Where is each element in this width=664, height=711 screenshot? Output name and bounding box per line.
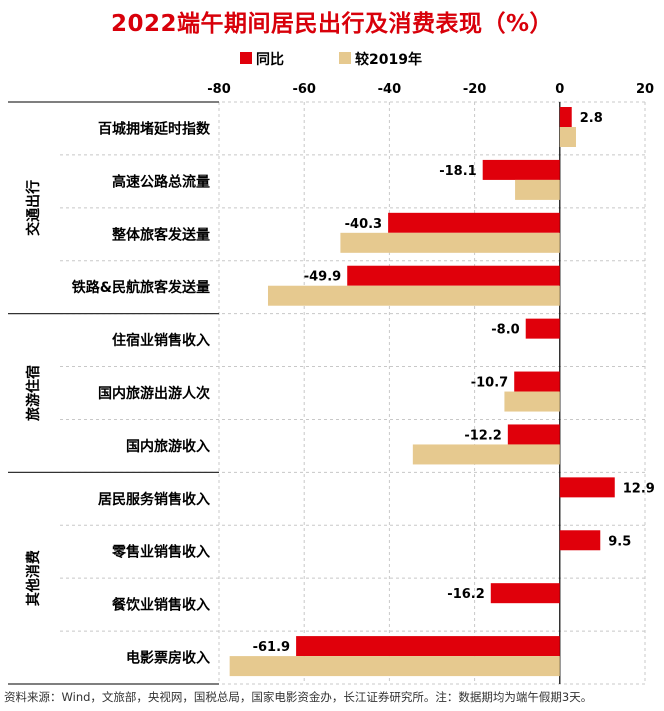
bar-yoy bbox=[388, 212, 560, 233]
bar-yoy bbox=[559, 477, 615, 498]
data-label: -16.2 bbox=[447, 587, 484, 602]
bar-yoy bbox=[514, 371, 560, 392]
category-label: 居民服务销售收入 bbox=[98, 491, 210, 508]
bar-vs-2019 bbox=[515, 179, 560, 200]
bars-layer bbox=[229, 107, 615, 677]
category-label: 铁路&民航旅客发送量 bbox=[72, 279, 210, 296]
bar-vs-2019 bbox=[559, 127, 576, 147]
bar-yoy bbox=[559, 530, 601, 551]
category-label: 餐饮业销售收入 bbox=[111, 597, 210, 614]
data-label: -12.2 bbox=[464, 428, 501, 443]
group-label: 交通出行 bbox=[25, 180, 42, 236]
bar-vs-2019 bbox=[504, 391, 560, 412]
x-tick-label: -80 bbox=[207, 82, 231, 97]
bar-yoy bbox=[482, 159, 560, 180]
category-label: 零售业销售收入 bbox=[111, 544, 210, 561]
category-label: 住宿业销售收入 bbox=[112, 332, 210, 349]
category-label: 整体旅客发送量 bbox=[111, 226, 210, 243]
data-label: 9.5 bbox=[608, 534, 631, 549]
category-label: 高速公路总流量 bbox=[112, 173, 210, 190]
data-label: 2.8 bbox=[580, 111, 603, 126]
x-tick-label: -40 bbox=[378, 82, 402, 97]
bar-yoy bbox=[507, 424, 560, 445]
data-label: -10.7 bbox=[471, 376, 508, 391]
group-label: 旅游住宿 bbox=[25, 365, 42, 421]
bar-yoy bbox=[559, 107, 572, 127]
legend-label: 同比 bbox=[256, 51, 284, 68]
bar-yoy bbox=[490, 583, 560, 604]
category-label: 国内旅游收入 bbox=[126, 438, 210, 455]
category-label: 百城拥堵延时指数 bbox=[98, 120, 211, 137]
category-label: 电影票房收入 bbox=[126, 650, 210, 667]
x-tick-label: 20 bbox=[636, 82, 654, 97]
bar-vs-2019 bbox=[267, 285, 560, 306]
chart-title: 2022端午期间居民出行及消费表现（%） bbox=[110, 11, 554, 37]
bar-yoy bbox=[296, 636, 560, 657]
bar-vs-2019 bbox=[340, 232, 560, 253]
x-tick-label: -20 bbox=[463, 82, 487, 97]
data-label: -18.1 bbox=[439, 164, 476, 179]
legend-swatch bbox=[240, 52, 252, 64]
data-label: 12.9 bbox=[623, 481, 655, 496]
group-label: 其他消费 bbox=[25, 550, 42, 606]
x-tick-label: -60 bbox=[292, 82, 316, 97]
data-label: -61.9 bbox=[253, 640, 290, 655]
labels-layer: 百城拥堵延时指数高速公路总流量整体旅客发送量铁路&民航旅客发送量住宿业销售收入国… bbox=[72, 111, 655, 667]
source-note: 资料来源：Wind，文旅部，央视网，国税总局，国家电影资金办，长江证券研究所。注… bbox=[4, 690, 593, 704]
bar-yoy bbox=[347, 265, 560, 286]
x-tick-label: 0 bbox=[555, 82, 564, 97]
legend-label: 较2019年 bbox=[355, 51, 422, 68]
legend: 同比 较2019年 bbox=[240, 51, 422, 68]
bar-vs-2019 bbox=[412, 444, 560, 465]
data-label: -8.0 bbox=[491, 323, 519, 338]
data-label: -49.9 bbox=[304, 270, 341, 285]
data-label: -40.3 bbox=[345, 217, 382, 232]
bar-yoy bbox=[525, 318, 560, 339]
category-label: 国内旅游出游人次 bbox=[98, 385, 210, 402]
legend-swatch bbox=[339, 52, 351, 64]
bar-vs-2019 bbox=[229, 656, 560, 677]
